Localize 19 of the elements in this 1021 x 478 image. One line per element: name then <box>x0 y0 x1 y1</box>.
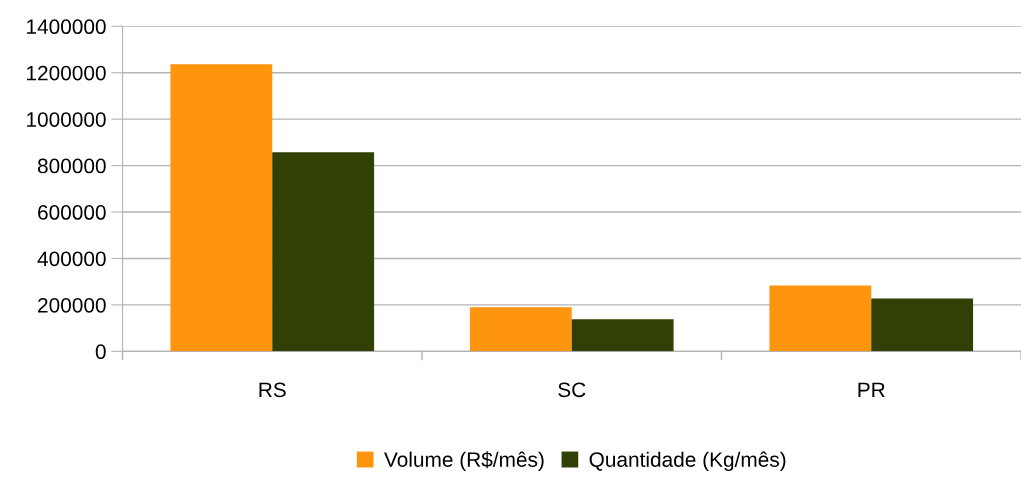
legend-label: Quantidade (Kg/mês) <box>589 451 786 472</box>
y-tick-label: 800000 <box>37 158 106 174</box>
legend-label: Volume (R$/mês) <box>384 451 544 472</box>
bar <box>170 64 273 352</box>
y-tick-label: 400000 <box>37 251 106 267</box>
bar <box>571 319 674 352</box>
y-tick-label: 0 <box>95 344 106 360</box>
y-tick-label: 600000 <box>38 205 106 220</box>
x-tick-label: RS <box>259 382 286 398</box>
y-tick-label: 200000 <box>38 297 106 313</box>
bar <box>769 285 872 352</box>
bar <box>272 152 375 352</box>
y-tick-label: 1200000 <box>27 65 106 81</box>
bar <box>469 307 572 352</box>
x-tick-label: SC <box>558 382 586 398</box>
x-tick-label: PR <box>858 382 885 397</box>
y-tick-label: 1000000 <box>27 112 106 127</box>
bar <box>871 298 974 352</box>
y-tick-label: 1400000 <box>27 19 106 35</box>
